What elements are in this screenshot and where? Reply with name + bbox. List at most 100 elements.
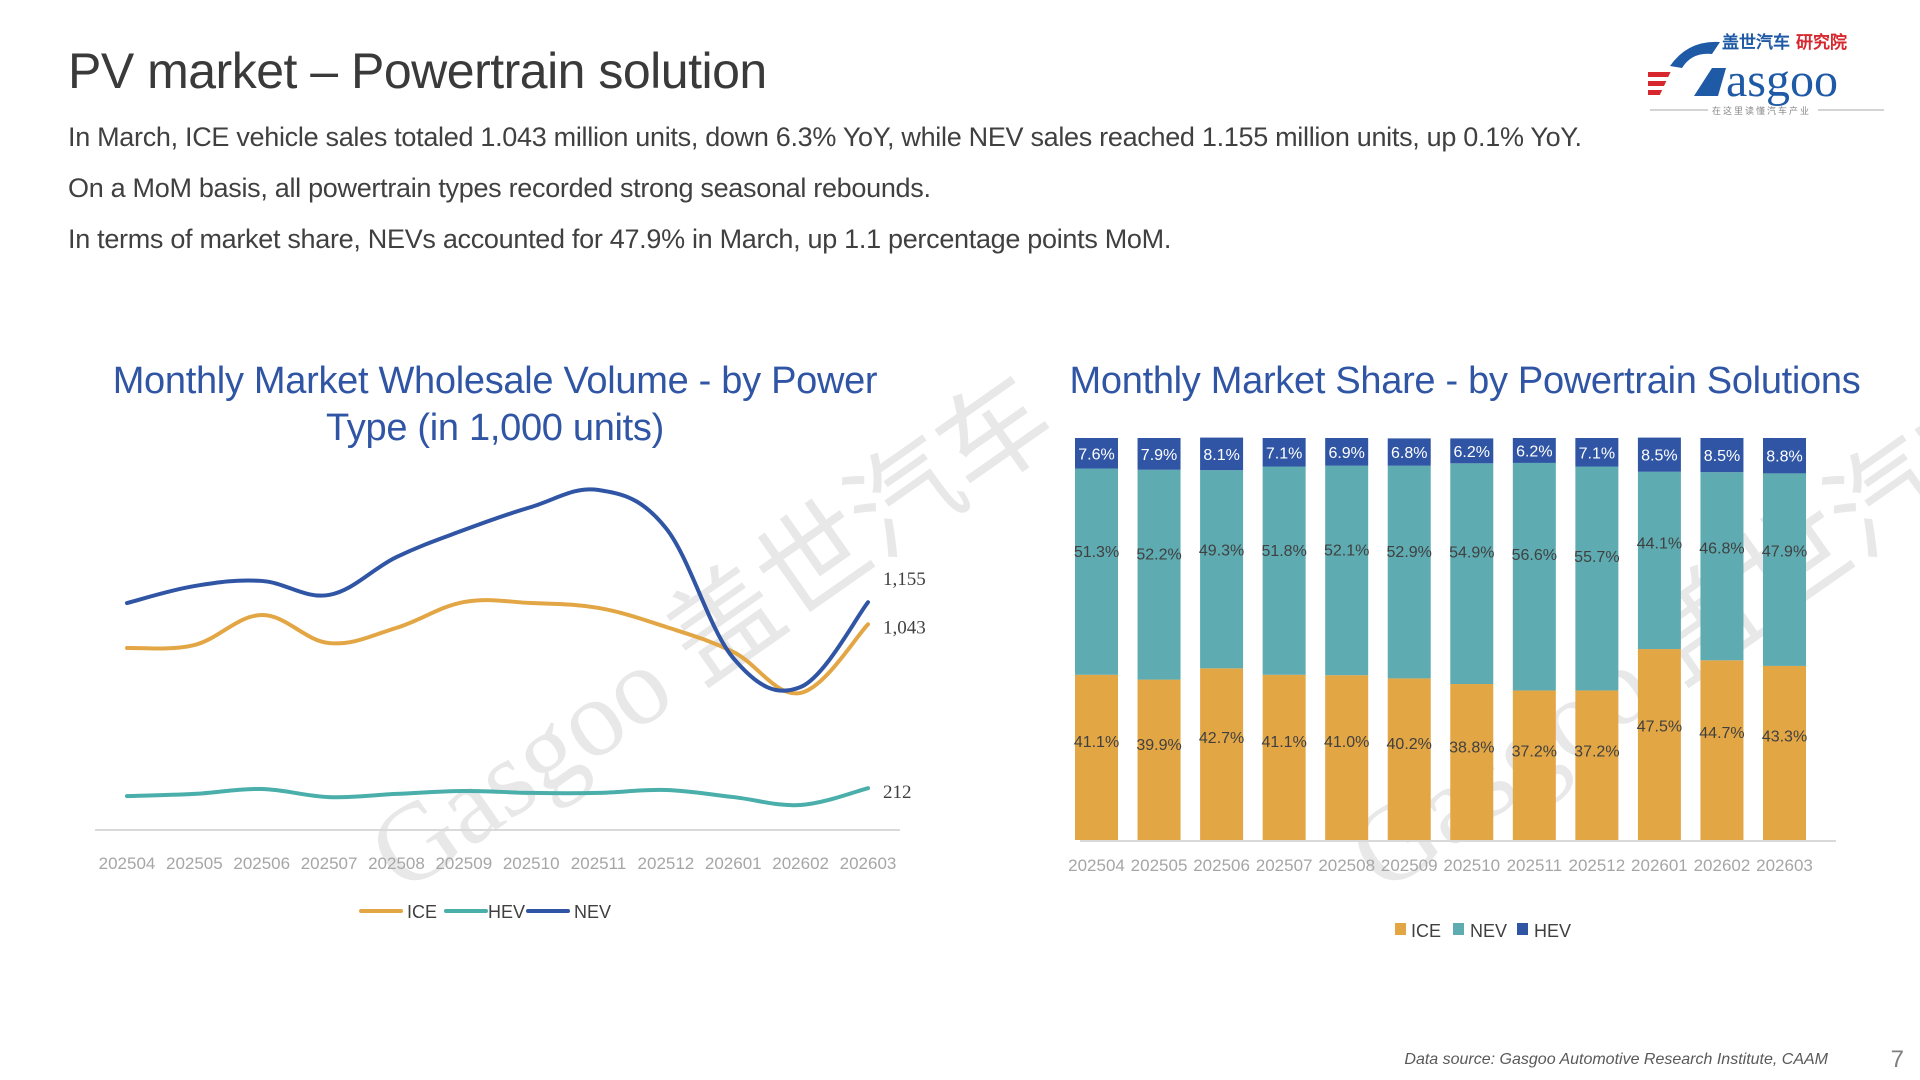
x-tick-label: 202506 (1193, 856, 1250, 875)
bar-value-label-nev: 49.3% (1199, 542, 1244, 559)
bar-value-label-hev: 7.1% (1266, 445, 1302, 462)
logo-tagline: 在这里读懂汽车产业 (1712, 105, 1811, 117)
bar-segment-hev (1450, 438, 1494, 464)
bar-segment-nev (1700, 472, 1744, 661)
x-tick-label: 202508 (1318, 856, 1375, 875)
bar-value-label-nev: 44.1% (1637, 536, 1682, 553)
x-tick-label: 202512 (1568, 856, 1625, 875)
bar-value-label-nev: 52.1% (1324, 543, 1369, 560)
bar-segment-ice (1512, 690, 1556, 840)
bar-value-label-ice: 41.1% (1074, 734, 1119, 751)
x-tick-label: 202602 (772, 854, 829, 873)
bar-segment-ice (1262, 674, 1306, 840)
x-tick-label: 202601 (1631, 856, 1688, 875)
bar-stack: 39.9% 52.2% 7.9% (1136, 438, 1182, 840)
legend-label-nev: NEV (574, 902, 611, 922)
x-tick-label: 202602 (1694, 856, 1751, 875)
bar-segment-nev (1575, 466, 1619, 691)
bar-segment-hev (1575, 438, 1619, 467)
summary-line: In March, ICE vehicle sales totaled 1.04… (68, 122, 1582, 152)
summary-text: In March, ICE vehicle sales totaled 1.04… (68, 112, 1582, 265)
bar-segment-nev (1075, 468, 1118, 675)
bar-value-label-hev: 8.5% (1641, 448, 1677, 465)
bar-segment-hev (1137, 438, 1181, 470)
bar-value-label-hev: 8.5% (1704, 448, 1740, 465)
bar-value-label-ice: 42.7% (1199, 730, 1244, 747)
page-title: PV market – Powertrain solution (68, 43, 767, 99)
bar-segment-nev (1200, 470, 1244, 669)
gasgoo-logo-icon: asgoo 盖世汽车 研究院 在这里读懂汽车产业 (1617, 32, 1884, 117)
bar-segment-hev (1200, 437, 1244, 471)
x-tick-label: 202511 (1507, 856, 1562, 875)
bar-segment-ice (1763, 665, 1806, 840)
legend-swatch-hev (1517, 923, 1528, 935)
x-tick-label: 202601 (705, 854, 762, 873)
bar-stack: 41.1% 51.8% 7.1% (1261, 438, 1307, 840)
bar-value-label-hev: 6.2% (1454, 444, 1490, 461)
bar-segment-hev (1075, 438, 1118, 469)
bar-segment-ice (1637, 649, 1681, 840)
legend-label-hev: HEV (488, 902, 525, 922)
x-tick-label: 202505 (166, 854, 223, 873)
bar-value-label-hev: 7.9% (1141, 447, 1177, 464)
bar-value-label-hev: 8.8% (1766, 449, 1802, 466)
bar-stack: 41.0% 52.1% 6.9% (1324, 438, 1369, 840)
bar-segment-hev (1325, 438, 1369, 466)
bar-stack: 47.5% 44.1% 8.5% (1637, 437, 1682, 840)
bar-value-label-nev: 52.9% (1387, 544, 1432, 561)
x-tick-label: 202508 (368, 854, 425, 873)
bar-value-label-nev: 56.6% (1512, 547, 1557, 564)
summary-line: On a MoM basis, all powertrain types rec… (68, 173, 931, 203)
bar-stack: 43.3% 47.9% 8.8% (1762, 438, 1807, 840)
end-value-label-ice: 1,043 (883, 617, 926, 638)
bar-segment-hev (1512, 438, 1556, 463)
bar-chart-title: Monthly Market Share - by Powertrain Sol… (1069, 360, 1861, 402)
bar-value-label-ice: 44.7% (1699, 725, 1744, 742)
bar-segment-ice (1575, 690, 1619, 840)
bar-segment-ice (1137, 679, 1181, 840)
bar-chart-legend: ICE NEV HEV (1395, 921, 1571, 941)
bar-segment-ice (1700, 660, 1744, 840)
bar-segment-ice (1325, 675, 1369, 840)
x-tick-label: 202505 (1131, 856, 1188, 875)
bar-value-label-hev: 7.1% (1579, 445, 1615, 462)
series-line-hev (125, 786, 870, 808)
legend-label-hev: HEV (1534, 921, 1571, 941)
summary-line: In terms of market share, NEVs accounted… (68, 224, 1172, 254)
bar-stack: 38.8% 54.9% 6.2% (1449, 438, 1494, 840)
bar-stack: 44.7% 46.8% 8.5% (1699, 438, 1745, 840)
bar-segment-nev (1763, 473, 1806, 666)
bar-value-label-nev: 55.7% (1574, 549, 1619, 566)
bar-value-label-nev: 54.9% (1449, 545, 1494, 562)
bar-value-label-hev: 8.1% (1203, 447, 1239, 464)
gasgoo-logo: asgoo 盖世汽车 研究院 在这里读懂汽车产业 (1617, 26, 1888, 118)
line-chart-title: Monthly Market Wholesale Volume - by Pow… (112, 360, 878, 449)
bar-segment-nev (1450, 463, 1494, 685)
bar-segment-nev (1262, 466, 1306, 675)
x-tick-label: 202603 (840, 854, 897, 873)
end-value-label-nev: 1,155 (883, 569, 926, 590)
line-chart-legend: ICE HEV NEV (359, 902, 611, 922)
bar-segment-hev (1637, 437, 1681, 472)
legend-swatch-ice (1395, 923, 1406, 935)
bar-value-label-hev: 6.2% (1516, 443, 1552, 460)
stacked-bar-chart: 41.1% 51.3% 7.6% 202504 39.9% 52.2% 7.9% 202505… (1068, 437, 1836, 941)
bar-segment-nev (1512, 462, 1556, 691)
bar-stack: 42.7% 49.3% 8.1% (1199, 437, 1244, 840)
bar-segment-ice (1075, 674, 1118, 840)
bar-segment-hev (1262, 438, 1306, 467)
logo-chinese-secondary: 研究院 (1796, 32, 1847, 53)
bar-value-label-ice: 37.2% (1574, 743, 1619, 760)
legend-label-ice: ICE (1411, 921, 1441, 941)
bar-value-label-nev: 52.2% (1136, 547, 1181, 564)
x-tick-label: 202510 (503, 854, 560, 873)
x-tick-label: 202509 (1381, 856, 1438, 875)
legend-label-nev: NEV (1470, 921, 1507, 941)
bar-stack: 40.2% 52.9% 6.8% (1387, 438, 1432, 840)
x-tick-label: 202509 (435, 854, 492, 873)
bar-segment-ice (1200, 668, 1244, 840)
logo-chinese-primary: 盖世汽车 (1722, 32, 1790, 53)
bar-value-label-ice: 38.8% (1449, 739, 1494, 756)
line-chart: 202504 202505 202506 202507 202508 202509 2025… (95, 487, 926, 922)
page-number: 7 (1890, 1046, 1904, 1073)
